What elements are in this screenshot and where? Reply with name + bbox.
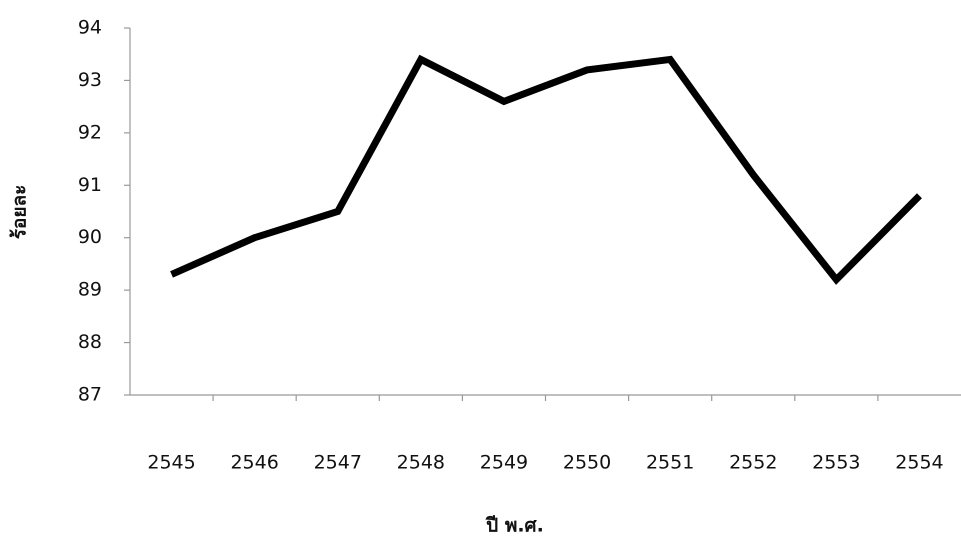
x-tick-label: 2553 [812, 452, 860, 474]
y-tick-label: 92 [78, 121, 102, 143]
y-tick-label: 87 [78, 384, 102, 406]
x-tick-label: 2552 [729, 452, 777, 474]
x-axis-title: ปี พ.ศ. [485, 515, 543, 537]
x-tick-label: 2550 [563, 452, 611, 474]
y-tick-label: 93 [78, 69, 102, 91]
x-tick-label: 2548 [397, 452, 445, 474]
y-axis-title: ร้อยละ [9, 185, 31, 240]
y-tick-label: 91 [78, 174, 102, 196]
x-tick-label: 2551 [646, 452, 694, 474]
data-line [170, 54, 922, 285]
y-tick-label: 89 [78, 279, 102, 301]
x-tick-label: 2554 [895, 452, 943, 474]
x-tick-label: 2546 [230, 452, 278, 474]
y-tick-label: 88 [78, 331, 102, 353]
y-tick-label: 94 [78, 17, 102, 39]
x-tick-label: 2549 [480, 452, 528, 474]
y-tick-label: 90 [78, 226, 102, 248]
x-tick-label: 2545 [147, 452, 195, 474]
x-tick-label: 2547 [314, 452, 362, 474]
